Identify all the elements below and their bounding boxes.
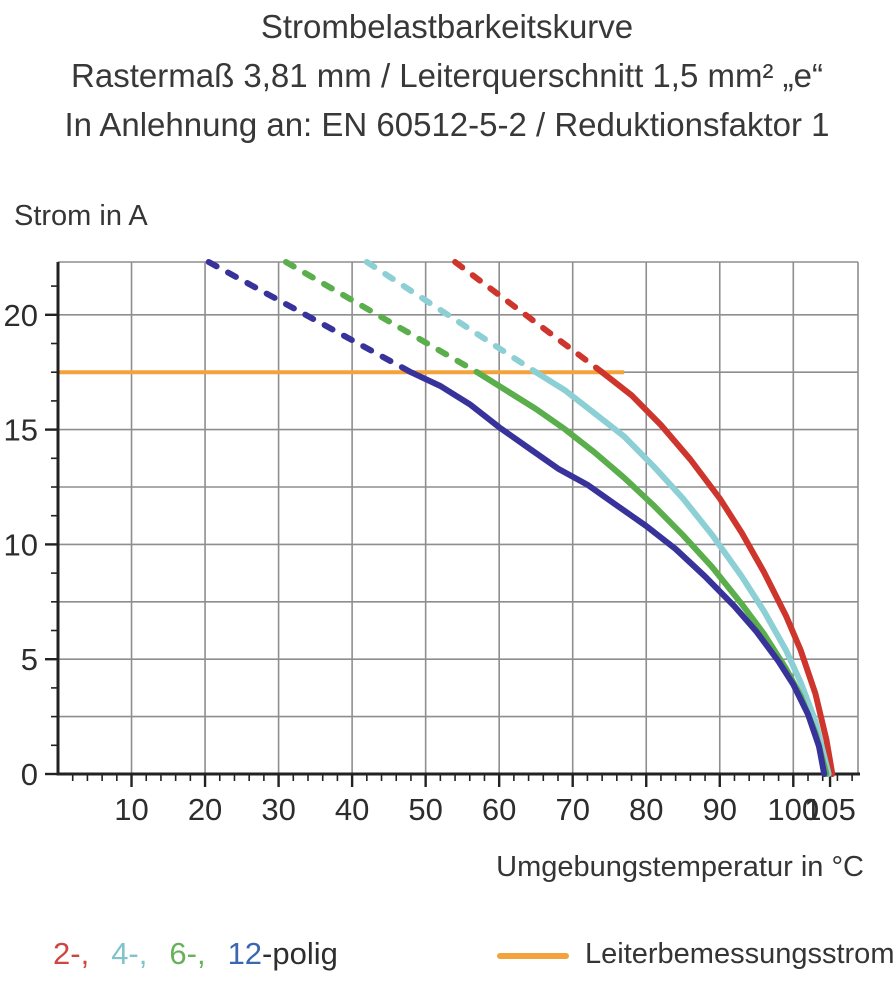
reference-line-label: Leiterbemessungsstrom [585, 938, 894, 970]
y-tick-label: 20 [4, 298, 38, 333]
curve-dashed-6-polig [282, 259, 481, 376]
curve-dashed-4-polig [363, 259, 539, 376]
y-tick-label: 0 [21, 757, 38, 792]
curve-solid-4-polig [532, 369, 832, 777]
reference-line-swatch [497, 952, 569, 959]
x-tick-label: 60 [482, 792, 516, 827]
x-axis-title: Umgebungstemperatur in °C [496, 851, 864, 883]
y-tick-label: 15 [4, 413, 38, 448]
x-tick-label: 80 [629, 792, 663, 827]
x-tick-label: 20 [188, 792, 222, 827]
x-tick-label: 100 [767, 792, 819, 827]
curve-solid-6-polig [474, 369, 830, 777]
x-tick-label: 40 [335, 792, 369, 827]
curve-solid-2-polig [599, 369, 836, 777]
curve-solid-12-polig [407, 369, 828, 777]
chart-title-line2: Rastermaß 3,81 mm / Leiterquerschnitt 1,… [71, 57, 823, 94]
curve-dashed-12-polig [205, 259, 414, 376]
y-axis-title: Strom in A [14, 200, 148, 232]
y-tick-label: 5 [21, 642, 38, 677]
legend-poles: 2-, 4-, 6-, 12-polig [53, 936, 338, 972]
x-tick-label: 90 [703, 792, 737, 827]
x-tick-label: 70 [555, 792, 589, 827]
x-tick-label: 50 [408, 792, 442, 827]
curve-dashed-2-polig [452, 259, 606, 376]
legend-pole-label-4: -polig [262, 936, 338, 971]
legend-pole-label-3: 12 [227, 936, 263, 971]
y-tick-label: 10 [4, 527, 38, 562]
x-tick-label: 105 [804, 792, 856, 827]
chart-title-line3: In Anlehnung an: EN 60512-5-2 / Reduktio… [64, 106, 830, 143]
chart-title-block: Strombelastbarkeitskurve Rastermaß 3,81 … [0, 2, 894, 149]
x-tick-label: 10 [114, 792, 148, 827]
chart-title-line1: Strombelastbarkeitskurve [260, 8, 634, 45]
legend-pole-label-2: 6-, [169, 936, 206, 971]
legend-reference: Leiterbemessungsstrom [497, 938, 894, 971]
legend-pole-label-1: 4-, [111, 936, 148, 971]
legend-pole-label-0: 2-, [53, 936, 90, 971]
x-tick-label: 30 [261, 792, 295, 827]
